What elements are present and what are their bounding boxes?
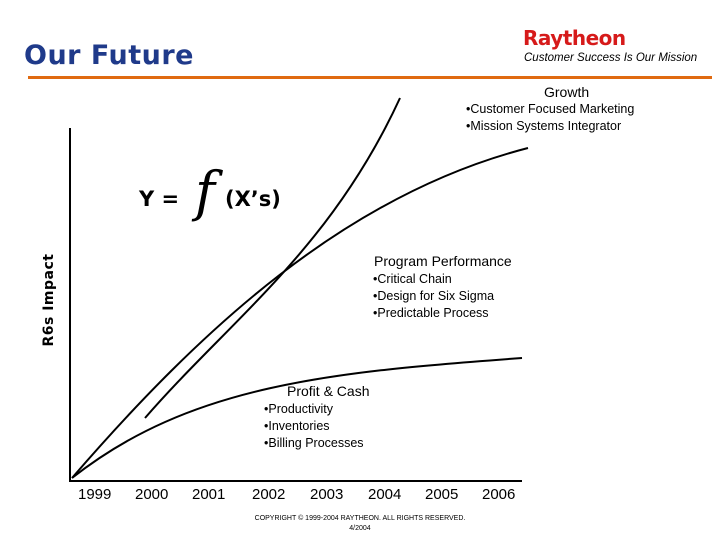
growth-title: Growth [544, 84, 590, 100]
page-title: Our Future [24, 40, 194, 71]
formula-args: (X’s) [225, 187, 281, 211]
year-label: 2004 [368, 486, 402, 503]
copyright-text: COPYRIGHT © 1999-2004 RAYTHEON. ALL RIGH… [254, 515, 466, 522]
year-label: 2003 [310, 486, 344, 503]
profit-bullet: •Inventories [264, 419, 330, 433]
program-bullet: •Critical Chain [373, 272, 452, 286]
program-bullet: •Design for Six Sigma [373, 289, 495, 303]
year-label: 2002 [252, 486, 286, 503]
copyright-notice: COPYRIGHT © 1999-2004 RAYTHEON. ALL RIGH… [236, 514, 484, 534]
growth-bullet: •Customer Focused Marketing [466, 102, 635, 116]
growth-curve [144, 97, 401, 419]
tagline: Customer Success Is Our Mission [524, 52, 698, 64]
year-label: 2006 [482, 486, 516, 503]
formula-function: f [195, 160, 215, 223]
year-label: 2001 [192, 486, 226, 503]
growth-bullet: •Mission Systems Integrator [466, 119, 622, 133]
raytheon-logo: Raytheon [523, 26, 626, 50]
program-title: Program Performance [374, 253, 512, 269]
profit-title: Profit & Cash [287, 383, 370, 399]
profit-bullet: •Billing Processes [264, 436, 364, 450]
year-label: 1999 [78, 486, 112, 503]
header-divider [28, 76, 712, 79]
profit-curve [71, 357, 523, 479]
profit-bullet: •Productivity [264, 402, 333, 416]
program-curve [71, 147, 529, 479]
formula-lhs: Y = [139, 187, 180, 211]
y-axis-label: R6s Impact [41, 253, 57, 347]
year-label: 2005 [425, 486, 459, 503]
year-label: 2000 [135, 486, 169, 503]
program-bullet: •Predictable Process [373, 306, 489, 320]
copyright-date: 4/2004 [349, 525, 371, 532]
